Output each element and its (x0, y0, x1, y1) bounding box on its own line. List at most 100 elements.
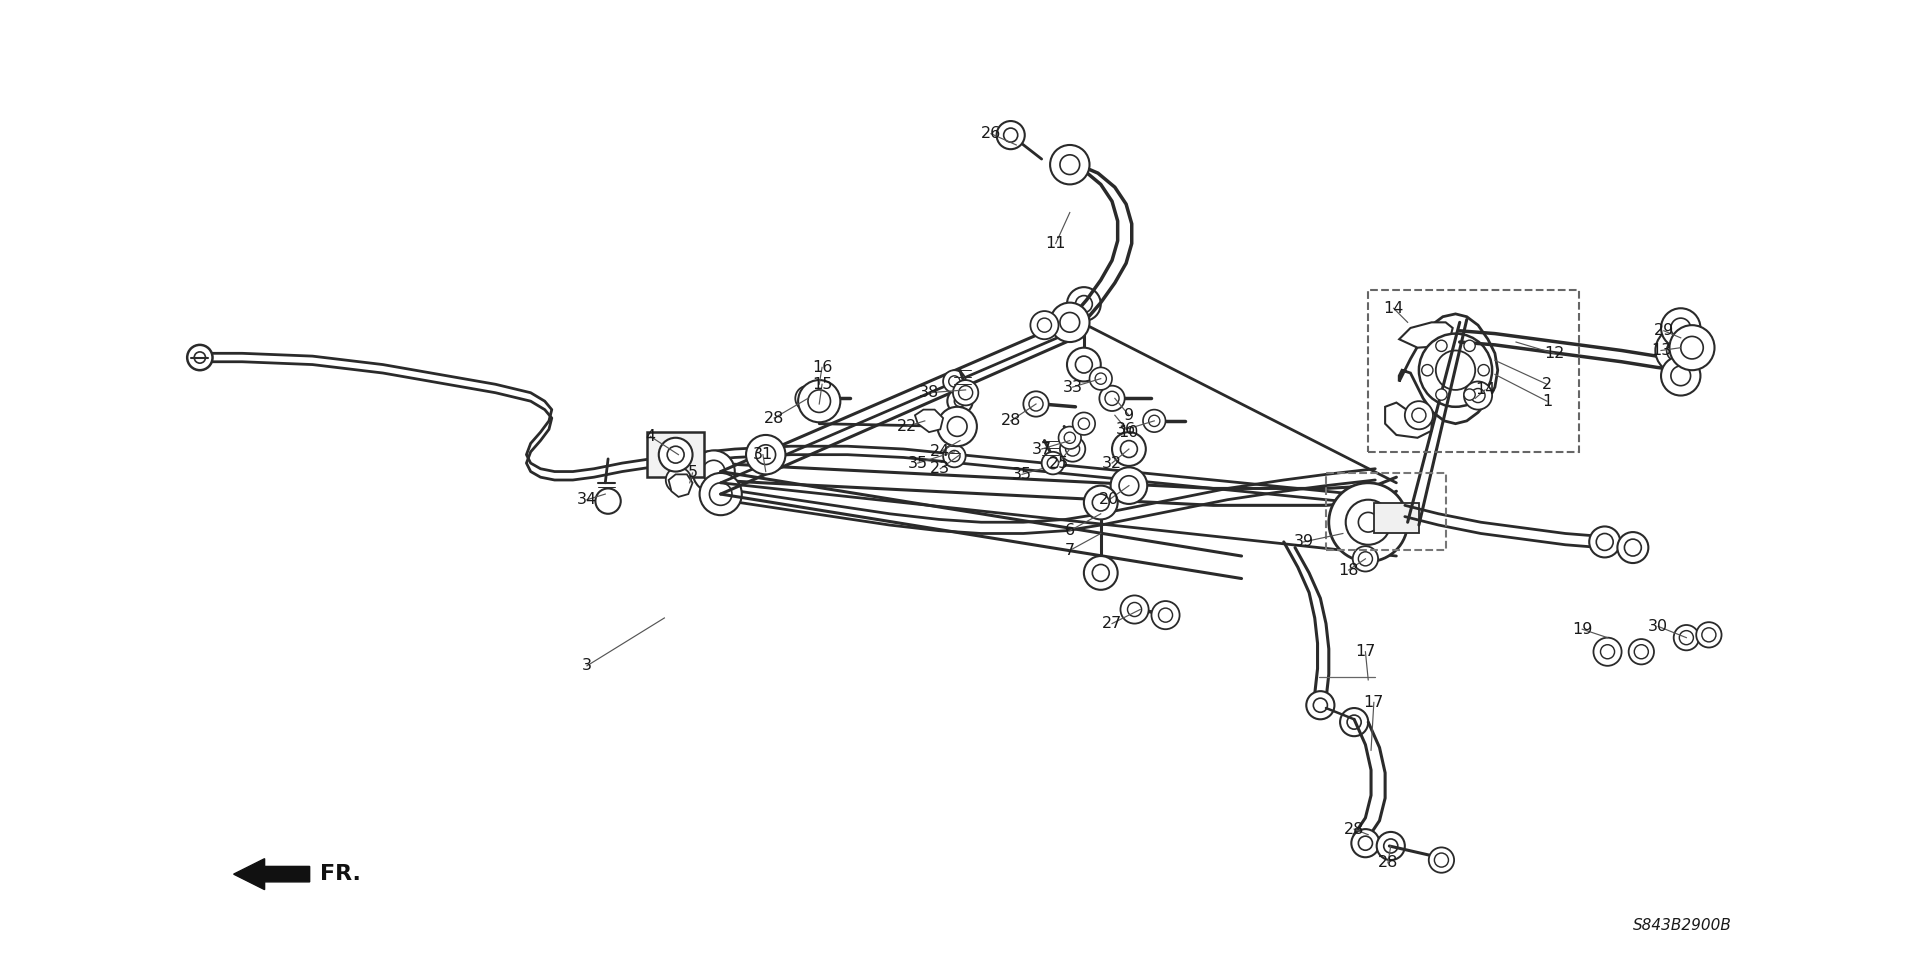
Bar (1375, 502, 1419, 534)
Text: 19: 19 (1572, 622, 1592, 636)
Text: 28: 28 (1344, 822, 1365, 836)
Circle shape (1674, 625, 1699, 650)
Circle shape (954, 396, 966, 407)
Circle shape (1594, 637, 1622, 666)
Circle shape (1121, 441, 1137, 458)
Circle shape (186, 345, 213, 371)
Text: 9: 9 (1123, 408, 1135, 422)
Text: 22: 22 (897, 419, 916, 434)
Circle shape (1377, 832, 1405, 860)
Circle shape (1434, 853, 1448, 867)
Polygon shape (916, 410, 943, 432)
Circle shape (1661, 356, 1701, 396)
Text: 28: 28 (1000, 414, 1021, 428)
Circle shape (1127, 603, 1142, 616)
Circle shape (1058, 426, 1081, 449)
Circle shape (1085, 556, 1117, 589)
Circle shape (958, 386, 973, 399)
Text: 2: 2 (1542, 376, 1551, 392)
Text: 11: 11 (1046, 236, 1066, 251)
Circle shape (1357, 552, 1373, 565)
Text: 20: 20 (1098, 492, 1119, 507)
Bar (1327, 473, 1446, 550)
Circle shape (1428, 848, 1453, 873)
Circle shape (1634, 645, 1649, 659)
Circle shape (1092, 494, 1110, 511)
Text: 32: 32 (1102, 456, 1121, 470)
Text: 25: 25 (1048, 456, 1069, 470)
Circle shape (952, 380, 979, 405)
Circle shape (1313, 698, 1327, 712)
Circle shape (1471, 389, 1484, 402)
Circle shape (699, 473, 741, 516)
Circle shape (1667, 339, 1690, 362)
Circle shape (1405, 401, 1432, 429)
Circle shape (194, 352, 205, 363)
Circle shape (1384, 839, 1398, 853)
Circle shape (1119, 476, 1139, 495)
FancyArrow shape (234, 858, 309, 890)
Circle shape (747, 435, 785, 474)
Circle shape (1079, 418, 1089, 429)
Circle shape (1340, 708, 1369, 736)
Text: 14: 14 (1475, 382, 1496, 397)
Circle shape (1060, 313, 1079, 332)
Circle shape (1348, 715, 1361, 730)
Circle shape (1357, 513, 1379, 532)
Circle shape (1436, 389, 1448, 400)
Circle shape (1680, 631, 1693, 645)
Circle shape (1346, 500, 1390, 544)
Circle shape (1043, 452, 1064, 474)
Circle shape (1590, 526, 1620, 558)
Circle shape (1158, 608, 1173, 622)
Circle shape (1092, 564, 1110, 582)
Circle shape (1670, 325, 1715, 371)
Circle shape (996, 121, 1025, 149)
Circle shape (1670, 366, 1692, 386)
Circle shape (703, 460, 726, 483)
Circle shape (1029, 396, 1043, 411)
Circle shape (1075, 296, 1092, 313)
Circle shape (1050, 145, 1089, 184)
Circle shape (1596, 534, 1613, 550)
Circle shape (1463, 381, 1492, 410)
Circle shape (1655, 328, 1701, 373)
Circle shape (1050, 302, 1089, 342)
Circle shape (1089, 368, 1112, 390)
Circle shape (1411, 408, 1427, 422)
Bar (1369, 290, 1580, 452)
Circle shape (708, 483, 732, 505)
Text: 24: 24 (929, 444, 950, 459)
Circle shape (1661, 308, 1701, 348)
Text: 39: 39 (1294, 535, 1313, 549)
Text: 16: 16 (812, 360, 831, 375)
Circle shape (1046, 458, 1058, 468)
Circle shape (1329, 483, 1407, 562)
Circle shape (668, 446, 684, 463)
Circle shape (1152, 601, 1179, 629)
Circle shape (1075, 356, 1092, 373)
Polygon shape (1400, 314, 1498, 423)
Text: 5: 5 (687, 466, 697, 480)
Text: 18: 18 (1338, 563, 1359, 578)
Circle shape (1601, 645, 1615, 659)
Circle shape (937, 407, 977, 446)
Polygon shape (1400, 323, 1453, 348)
Circle shape (1357, 836, 1373, 851)
Circle shape (1680, 336, 1703, 359)
Text: 17: 17 (1363, 695, 1384, 709)
Circle shape (943, 444, 966, 468)
Circle shape (1073, 413, 1094, 435)
Text: 17: 17 (1356, 644, 1375, 660)
Text: 28: 28 (764, 411, 785, 425)
Circle shape (659, 438, 693, 471)
Text: 12: 12 (1544, 346, 1565, 361)
Circle shape (1463, 389, 1475, 400)
Text: 31: 31 (753, 447, 774, 462)
Circle shape (1121, 595, 1148, 624)
Text: 38: 38 (920, 385, 939, 400)
Circle shape (795, 386, 820, 411)
Circle shape (1031, 311, 1058, 339)
Circle shape (1068, 348, 1100, 381)
Circle shape (1421, 365, 1432, 375)
